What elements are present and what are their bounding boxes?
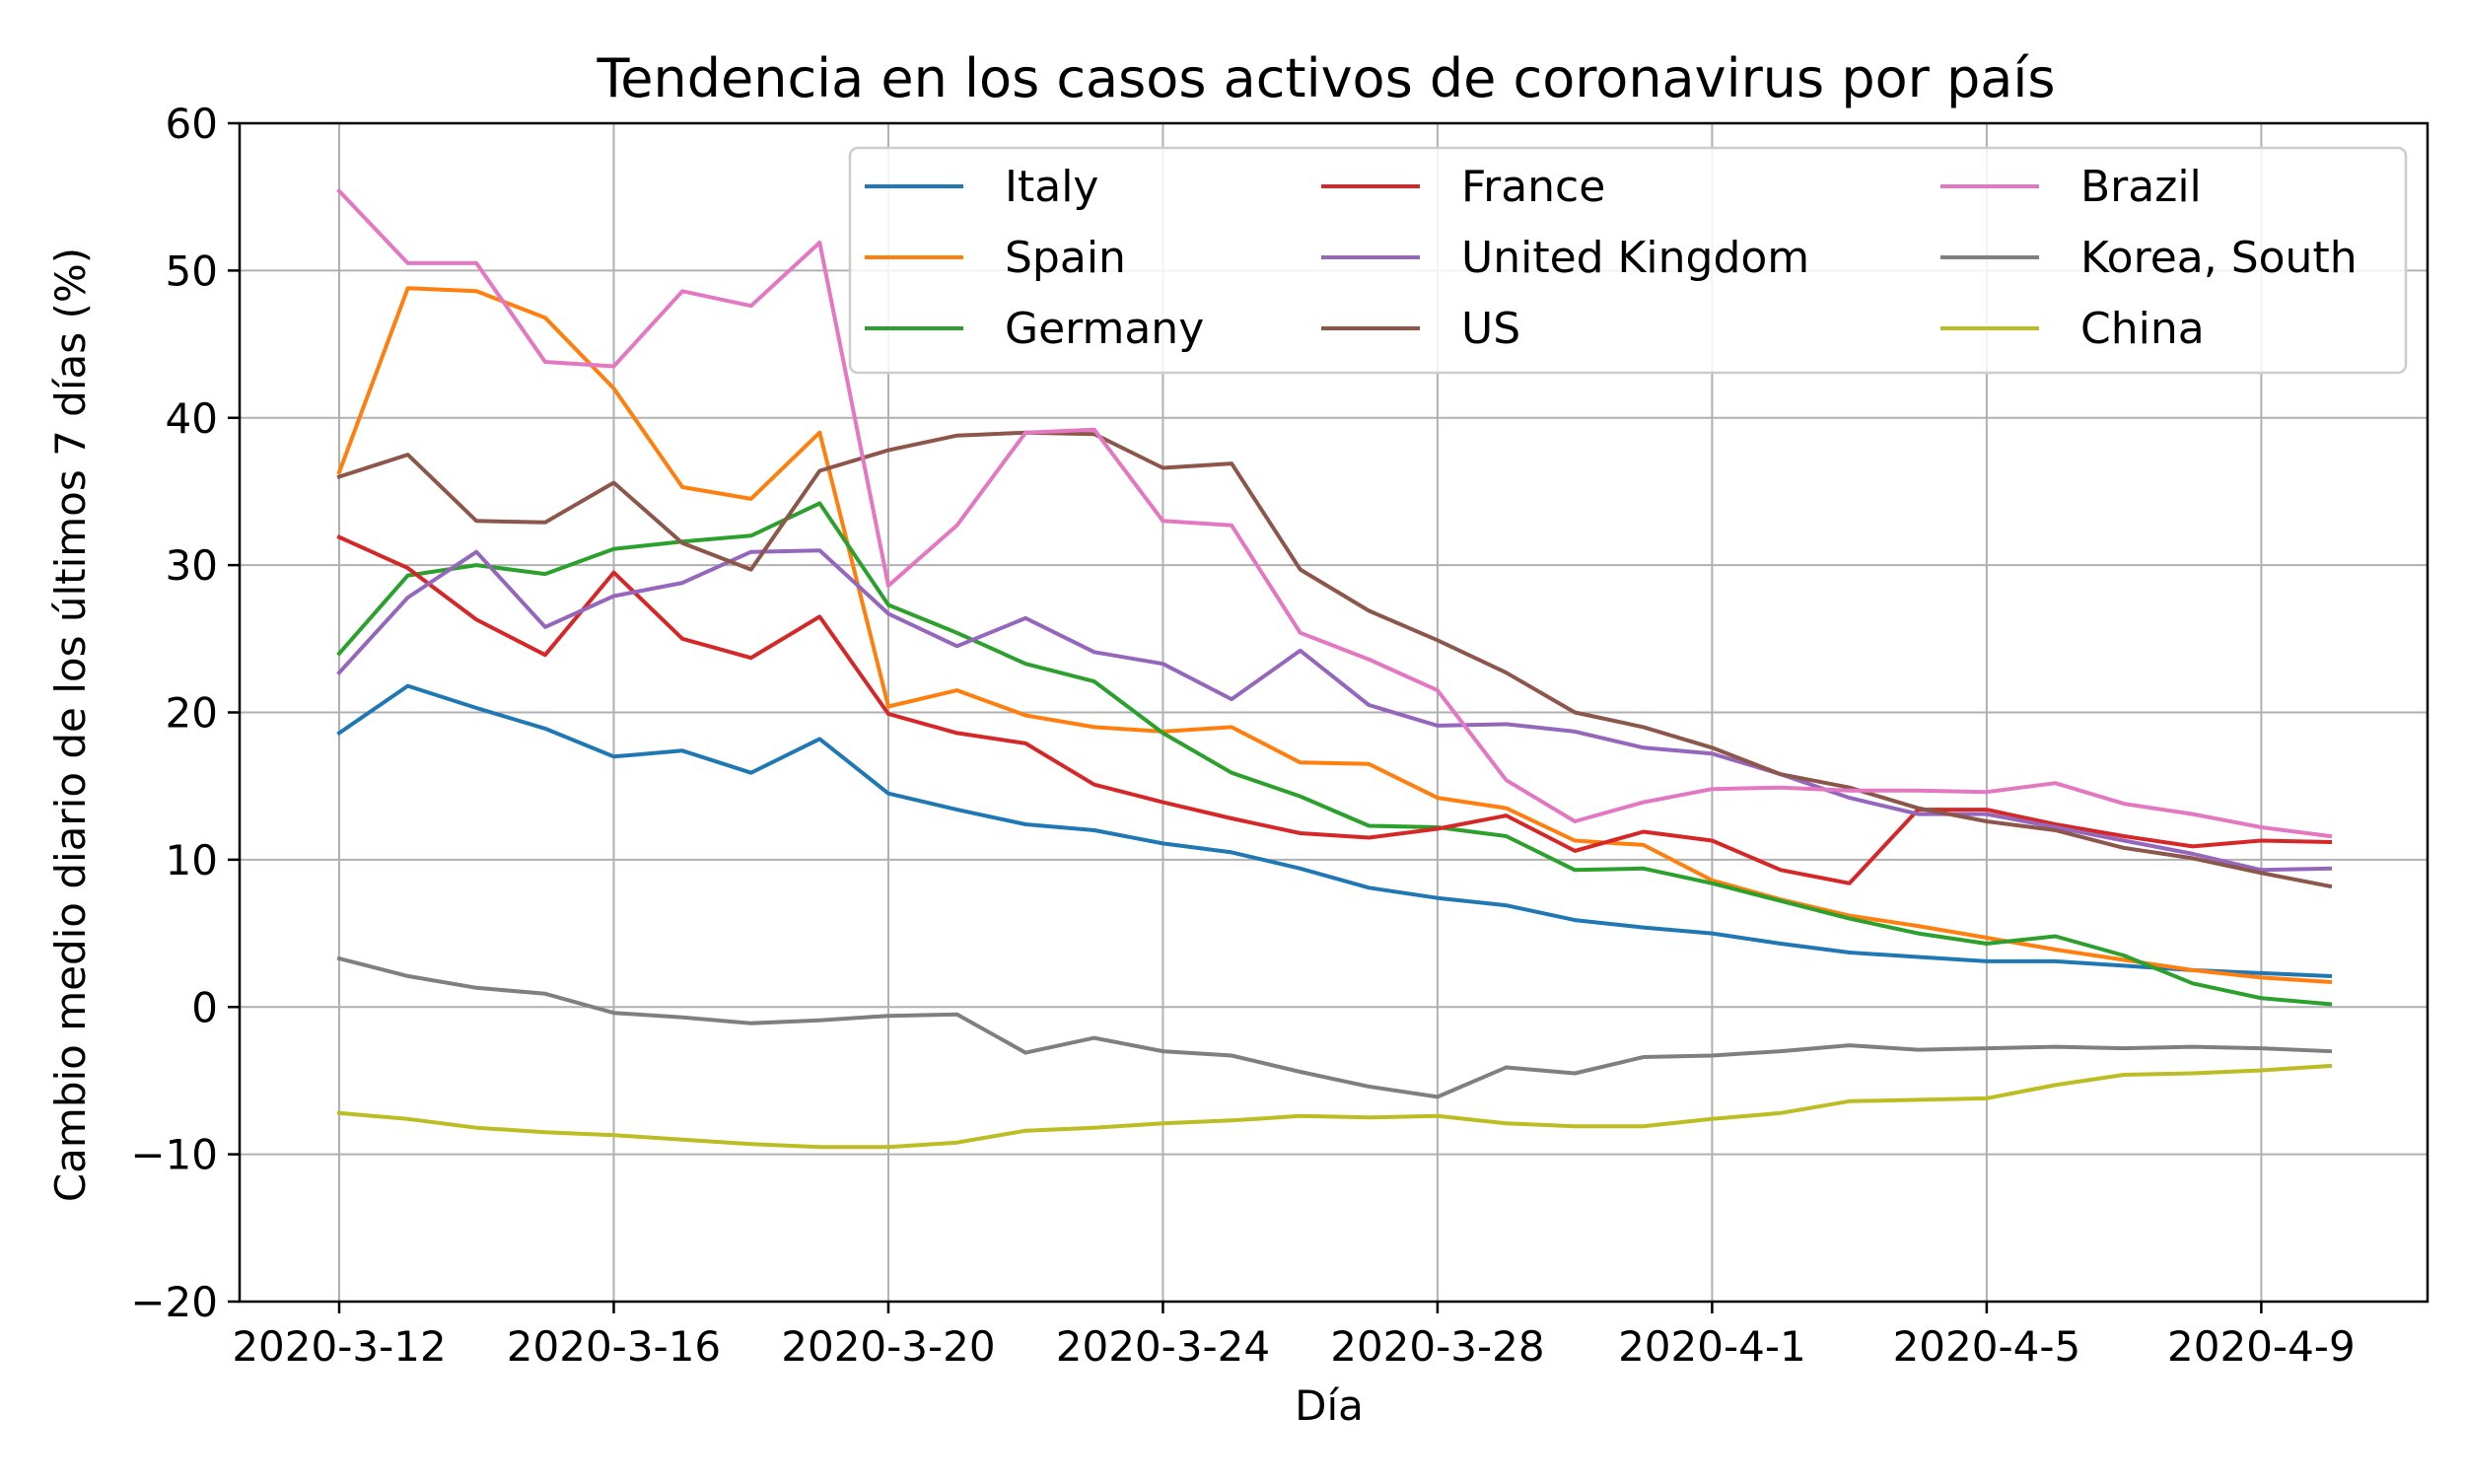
y-tick-label: 40: [166, 394, 218, 443]
series-lines: [336, 187, 2333, 1150]
y-tick-label: 0: [191, 983, 218, 1031]
y-tick-label: 30: [166, 541, 218, 590]
chart-title: Tendencia en los casos activos de corona…: [596, 47, 2055, 109]
legend-label-united-kingdom: United Kingdom: [1461, 233, 1809, 283]
legend: Italy Spain Germany France United Kingdom US B…: [848, 146, 2408, 375]
y-tick-label: 60: [166, 100, 218, 148]
legend-label-korea-south: Korea, South: [2080, 233, 2358, 283]
series-line-spain: [336, 286, 2333, 985]
legend-label-us: US: [1461, 304, 1520, 354]
x-tick-label: 2020-3-24: [1056, 1322, 1270, 1371]
series-line-france: [336, 534, 2333, 885]
legend-label-spain: Spain: [1005, 233, 1126, 283]
series-line-italy: [336, 683, 2333, 978]
legend-label-germany: Germany: [1005, 304, 1204, 354]
series-line-germany: [336, 501, 2333, 1007]
axis-ticks: −20 −10 0 10 20 30 40 50 60 2020-3-12 2020-3-16 202…: [130, 100, 2355, 1371]
legend-label-brazil: Brazil: [2080, 162, 2202, 212]
series-line-china: [336, 1063, 2333, 1150]
x-tick-label: 2020-3-16: [507, 1322, 721, 1371]
x-tick-label: 2020-4-5: [1893, 1322, 2081, 1371]
x-tick-label: 2020-4-1: [1618, 1322, 1806, 1371]
legend-box: [848, 146, 2408, 375]
x-tick-label: 2020-3-12: [232, 1322, 446, 1371]
x-tick-label: 2020-3-20: [781, 1322, 995, 1371]
legend-label-france: France: [1461, 162, 1605, 212]
x-tick-label: 2020-4-9: [2167, 1322, 2356, 1371]
series-line-us: [336, 430, 2333, 889]
legend-label-italy: Italy: [1005, 162, 1098, 212]
series-line-brazil: [336, 187, 2333, 839]
series-line-korea-south: [336, 955, 2333, 1099]
y-tick-label: 20: [166, 689, 218, 738]
y-tick-label: 50: [166, 247, 218, 295]
series-line-united-kingdom: [336, 548, 2333, 873]
y-tick-label: 10: [166, 836, 218, 884]
y-tick-label: −20: [130, 1278, 218, 1326]
x-tick-label: 2020-3-28: [1330, 1322, 1544, 1371]
legend-label-china: China: [2080, 304, 2205, 354]
y-tick-label: −10: [130, 1131, 218, 1179]
y-axis-label: Cambio medio diario de los últimos 7 día…: [46, 247, 95, 1202]
x-axis-label: Día: [1295, 1381, 1364, 1430]
